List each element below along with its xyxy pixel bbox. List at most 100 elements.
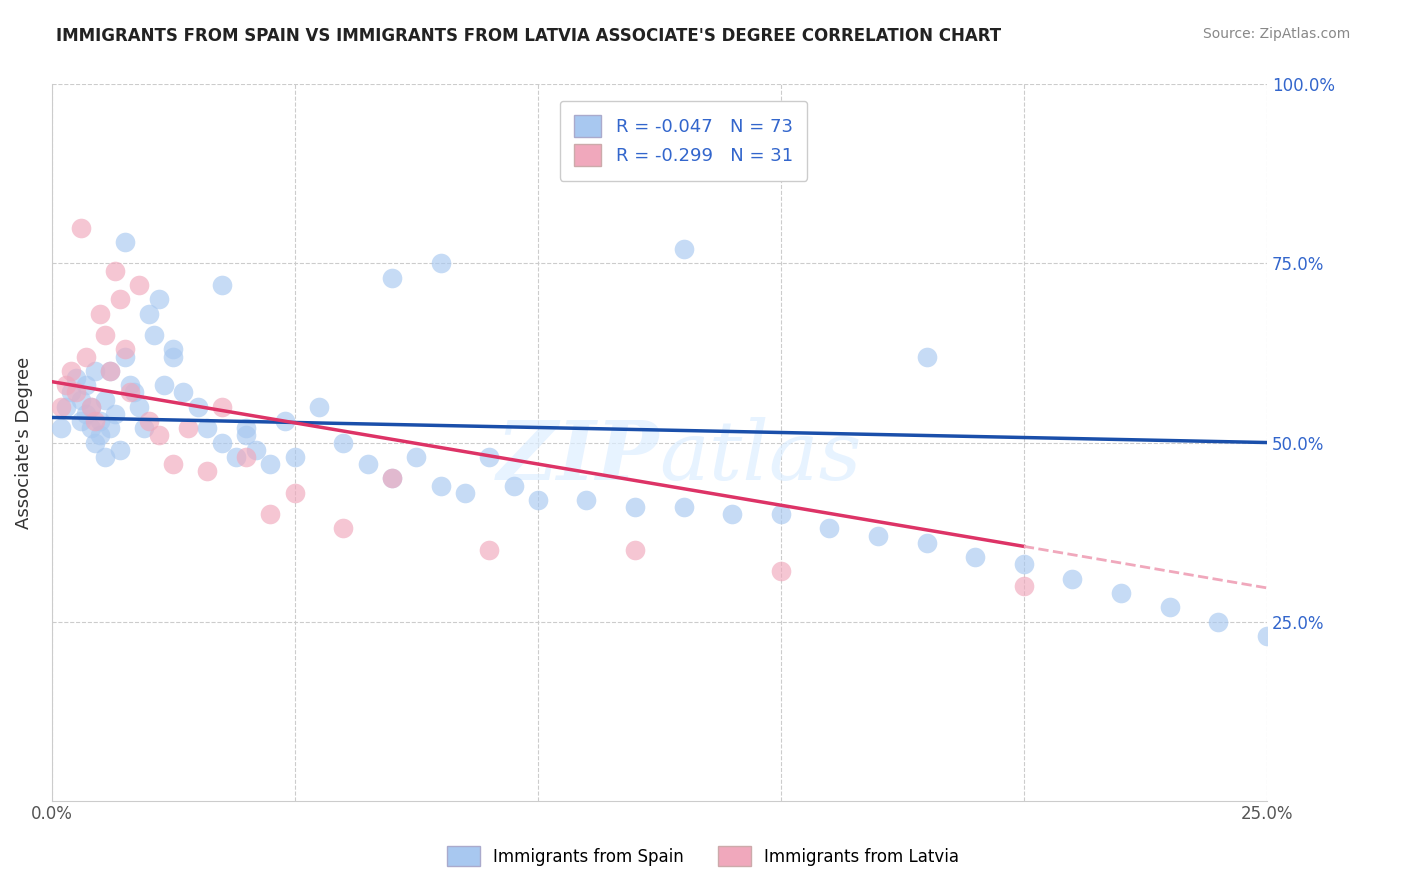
Point [75,350,97,364]
Point [118,385,141,400]
Point [1159,600,1181,615]
Point [94,392,117,407]
Point [148,293,170,307]
Point [818,521,841,535]
Point [211,277,233,292]
Point [108,442,131,457]
Point [65,371,87,385]
Point [1109,586,1132,600]
Point [51,400,73,414]
Point [502,478,524,492]
Legend: R = -0.047   N = 73, R = -0.299   N = 31: R = -0.047 N = 73, R = -0.299 N = 31 [560,101,807,181]
Point [124,385,146,400]
Point [235,428,257,442]
Point [138,414,160,428]
Point [98,421,121,435]
Point [138,307,160,321]
Point [152,378,174,392]
Legend: Immigrants from Spain, Immigrants from Latvia: Immigrants from Spain, Immigrants from L… [439,838,967,875]
Point [429,478,451,492]
Point [624,543,647,558]
Point [1062,572,1084,586]
Point [381,471,404,485]
Point [114,235,136,249]
Point [478,450,501,464]
Point [274,414,297,428]
Point [55,400,77,414]
Point [527,492,550,507]
Point [98,364,121,378]
Point [195,421,218,435]
Point [187,400,209,414]
Point [769,507,792,521]
Point [211,400,233,414]
Point [65,385,87,400]
Point [624,500,647,514]
Point [55,378,77,392]
Point [381,471,404,485]
Point [60,364,83,378]
Point [721,507,744,521]
Point [332,435,354,450]
Point [79,400,101,414]
Point [84,364,107,378]
Point [104,263,127,277]
Point [245,442,267,457]
Point [94,450,117,464]
Point [405,450,427,464]
Point [114,343,136,357]
Text: IMMIGRANTS FROM SPAIN VS IMMIGRANTS FROM LATVIA ASSOCIATE'S DEGREE CORRELATION C: IMMIGRANTS FROM SPAIN VS IMMIGRANTS FROM… [56,27,1001,45]
Point [195,464,218,478]
Point [1256,629,1278,643]
Point [308,400,330,414]
Point [225,450,247,464]
Point [1012,558,1035,572]
Point [114,350,136,364]
Point [915,536,938,550]
Point [235,421,257,435]
Point [89,414,111,428]
Point [70,220,93,235]
Point [118,378,141,392]
Point [357,457,380,471]
Point [142,328,165,343]
Point [332,521,354,535]
Point [94,328,117,343]
Point [259,457,281,471]
Text: atlas: atlas [659,417,862,497]
Point [148,428,170,442]
Point [162,343,184,357]
Point [429,256,451,270]
Point [128,277,150,292]
Point [128,400,150,414]
Point [172,385,194,400]
Point [79,400,101,414]
Point [454,485,477,500]
Point [98,364,121,378]
Point [1206,615,1229,629]
Point [89,428,111,442]
Point [381,270,404,285]
Point [70,414,93,428]
Point [89,307,111,321]
Y-axis label: Associate's Degree: Associate's Degree [15,357,32,529]
Point [177,421,200,435]
Point [84,435,107,450]
Point [75,407,97,421]
Point [211,435,233,450]
Point [259,507,281,521]
Point [60,385,83,400]
Point [104,407,127,421]
Point [284,485,307,500]
Point [84,414,107,428]
Point [915,350,938,364]
Point [235,450,257,464]
Point [108,293,131,307]
Point [672,242,695,256]
Point [478,543,501,558]
Point [868,528,890,542]
Point [70,392,93,407]
Point [1012,579,1035,593]
Point [79,421,101,435]
Point [965,550,987,565]
